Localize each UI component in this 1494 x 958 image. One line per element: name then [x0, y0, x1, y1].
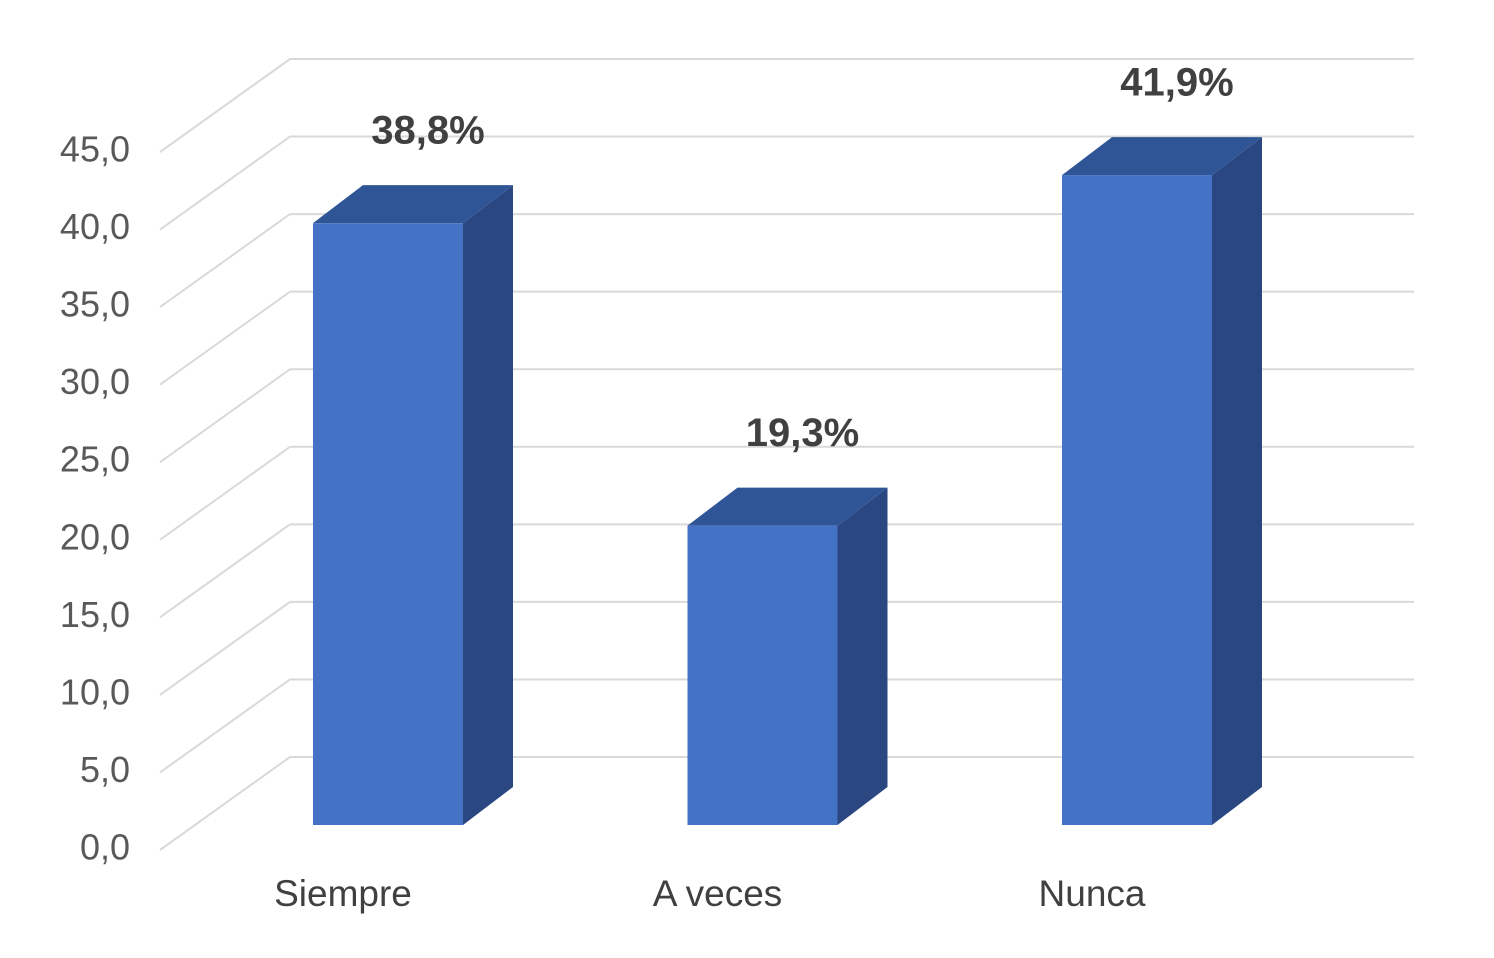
grid-line	[159, 756, 291, 851]
y-tick-label: 25,0	[60, 439, 130, 480]
x-tick-label: Nunca	[1039, 873, 1146, 914]
bar-top	[313, 185, 513, 224]
y-tick-label: 0,0	[80, 827, 130, 868]
y-tick-label: 40,0	[60, 206, 130, 247]
x-tick-label: Siempre	[274, 873, 412, 914]
bar	[1062, 175, 1212, 825]
grid-line	[159, 523, 291, 619]
bar	[313, 223, 463, 825]
y-tick-label: 45,0	[60, 129, 130, 170]
x-tick-label: A veces	[653, 873, 783, 914]
grid-line	[159, 290, 291, 386]
grid-line	[159, 368, 291, 464]
bar-side	[1212, 137, 1262, 825]
y-tick-label: 10,0	[60, 671, 130, 712]
grid-line	[159, 601, 291, 696]
value-label: 41,9%	[1120, 61, 1233, 105]
grid-line	[159, 58, 291, 153]
grid-line	[159, 213, 291, 308]
y-tick-label: 15,0	[60, 594, 130, 635]
y-tick-label: 35,0	[60, 284, 130, 325]
bar-top	[1062, 137, 1262, 176]
bar-top	[687, 487, 888, 526]
bar	[687, 525, 838, 825]
grid-line	[159, 445, 291, 541]
grid-line	[159, 135, 291, 231]
y-tick-label: 5,0	[80, 749, 130, 790]
bar-side	[463, 185, 513, 825]
value-label: 19,3%	[746, 411, 859, 455]
y-tick-label: 30,0	[60, 361, 130, 402]
grid-line	[159, 678, 291, 774]
value-label: 38,8%	[371, 109, 484, 153]
y-tick-label: 20,0	[60, 516, 130, 557]
bar-side	[837, 487, 888, 825]
